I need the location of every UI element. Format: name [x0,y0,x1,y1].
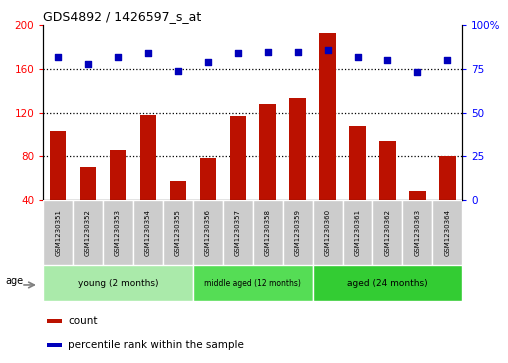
Point [84,61,92,67]
Text: young (2 months): young (2 months) [78,279,158,287]
Bar [230,116,246,200]
Text: middle aged (12 months): middle aged (12 months) [204,279,301,287]
Text: GSM1230361: GSM1230361 [355,209,361,256]
Bar [260,104,276,200]
Bar [350,126,366,200]
Point [54,54,62,60]
Text: GSM1230354: GSM1230354 [145,209,151,256]
Text: GSM1230359: GSM1230359 [295,209,301,256]
Point [443,57,452,63]
Text: GSM1230357: GSM1230357 [235,209,241,256]
Point [414,70,422,76]
Text: GSM1230353: GSM1230353 [115,209,121,256]
Bar [163,200,193,265]
Bar [342,200,372,265]
Point [114,54,122,60]
Bar [432,200,462,265]
Point [204,59,212,65]
Point [174,68,182,74]
Bar [103,200,133,265]
Bar [402,200,432,265]
Bar [200,158,216,200]
Bar [47,343,62,347]
Bar [43,200,73,265]
Text: GSM1230362: GSM1230362 [385,209,391,256]
Bar [282,200,312,265]
Bar [80,167,97,200]
Bar [379,141,396,200]
Text: GSM1230360: GSM1230360 [325,209,331,256]
Bar [47,319,62,323]
Text: GSM1230363: GSM1230363 [415,209,421,256]
Bar [110,150,126,200]
Bar [372,200,402,265]
Point [384,57,392,63]
Text: GSM1230364: GSM1230364 [444,209,450,256]
Bar [320,33,336,200]
Point [234,50,242,56]
Bar [193,200,223,265]
Bar [170,181,186,200]
Bar [140,115,156,200]
Bar [312,265,462,301]
Text: age: age [5,276,23,286]
Text: GSM1230352: GSM1230352 [85,209,91,256]
Text: GSM1230351: GSM1230351 [55,209,61,256]
Point [264,49,272,54]
Bar [409,191,426,200]
Bar [223,200,253,265]
Bar [73,200,103,265]
Bar [50,131,67,200]
Text: GSM1230355: GSM1230355 [175,209,181,256]
Text: percentile rank within the sample: percentile rank within the sample [68,340,244,350]
Bar [43,265,193,301]
Bar [439,156,456,200]
Point [144,50,152,56]
Bar [290,98,306,200]
Text: GSM1230356: GSM1230356 [205,209,211,256]
Text: count: count [68,316,98,326]
Text: GDS4892 / 1426597_s_at: GDS4892 / 1426597_s_at [43,10,202,23]
Text: GSM1230358: GSM1230358 [265,209,271,256]
Bar [133,200,163,265]
Point [294,49,302,54]
Text: aged (24 months): aged (24 months) [347,279,428,287]
Bar [312,200,342,265]
Point [324,47,332,53]
Point [354,54,362,60]
Bar [253,200,282,265]
Bar [193,265,312,301]
